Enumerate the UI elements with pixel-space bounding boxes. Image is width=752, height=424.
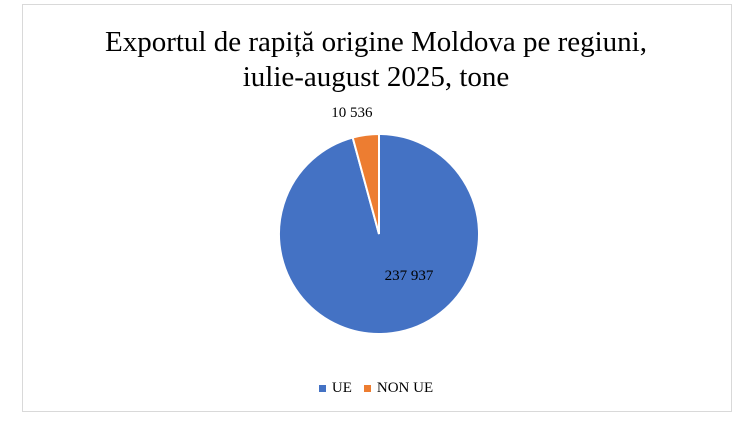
data-label-ue: 237 937 — [385, 268, 434, 284]
data-label-non-ue: 10 536 — [331, 105, 373, 121]
legend-item-non-ue: NON UE — [363, 380, 434, 397]
pie-slice-non-ue — [351, 132, 380, 235]
chart-title: Exportul de rapiță origine Moldova pe re… — [0, 25, 752, 95]
chart-legend: UE NON UE — [0, 380, 752, 397]
chart-title-line-1: Exportul de rapiță origine Moldova pe re… — [105, 26, 647, 58]
chart-title-line-2: iulie-august 2025, tone — [242, 61, 510, 93]
legend-item-ue: UE — [318, 380, 352, 397]
legend-label-non-ue: NON UE — [376, 380, 434, 396]
legend-label-ue: UE — [331, 380, 352, 396]
legend-swatch-ue — [318, 385, 326, 392]
legend-swatch-non-ue — [363, 385, 371, 392]
